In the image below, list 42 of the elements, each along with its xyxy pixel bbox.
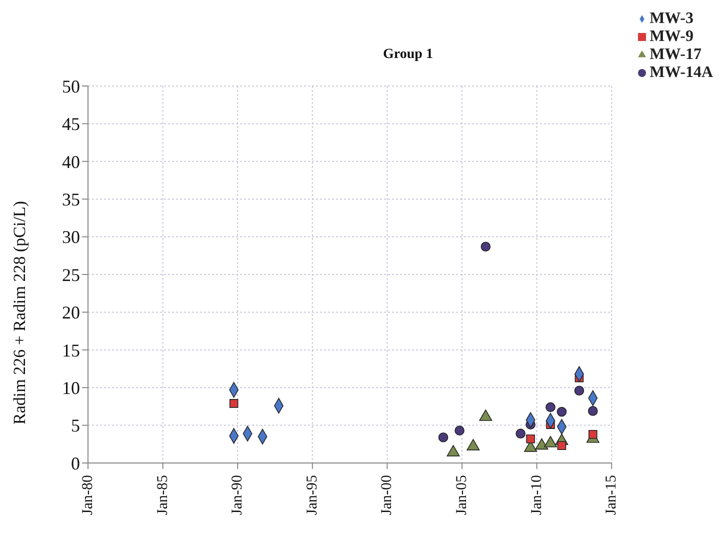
point — [546, 402, 556, 412]
y-tick-label: 5 — [71, 416, 80, 436]
x-tick-label: Jan-95 — [304, 475, 320, 515]
legend-label: MW-17 — [650, 46, 702, 63]
y-axis-title: Radim 226 + Radim 228 (pCi/L) — [10, 201, 30, 424]
point — [454, 426, 464, 436]
x-tick-label: Jan-00 — [379, 475, 396, 515]
legend-label: MW-14A — [650, 64, 713, 81]
point — [516, 428, 526, 438]
y-tick-label: 20 — [62, 302, 80, 323]
y-tick-label: 25 — [62, 264, 80, 285]
point — [574, 386, 584, 396]
x-tick-label: Jan-90 — [230, 475, 246, 515]
x-tick-label: Jan-15 — [604, 475, 620, 515]
y-tick-label: 45 — [62, 114, 80, 134]
x-tick-label: Jan-05 — [454, 475, 470, 515]
point — [466, 438, 480, 450]
y-tick-label: 10 — [62, 378, 80, 398]
chart-title: Group 1 — [383, 47, 433, 62]
y-tick-label: 15 — [62, 340, 80, 360]
point — [588, 406, 598, 416]
y-tick-label: 40 — [62, 152, 80, 172]
point — [588, 430, 598, 439]
point — [446, 445, 460, 456]
point — [229, 399, 238, 408]
y-tick-label: 0 — [71, 453, 80, 474]
point — [544, 436, 557, 448]
legend-label: MW-3 — [650, 10, 694, 27]
point — [480, 242, 491, 252]
point — [526, 434, 535, 444]
x-tick-label: Jan-85 — [154, 475, 171, 515]
y-tick-label: 35 — [62, 189, 80, 210]
point — [535, 438, 548, 450]
point — [556, 406, 567, 417]
point — [438, 432, 448, 442]
legend-label: MW-9 — [650, 28, 694, 45]
point — [479, 410, 492, 421]
x-tick-label: Jan-80 — [80, 475, 96, 515]
y-tick-label: 30 — [62, 227, 80, 248]
y-tick-label: 50 — [62, 76, 80, 96]
x-tick-label: Jan-10 — [528, 475, 545, 515]
point — [557, 441, 566, 450]
